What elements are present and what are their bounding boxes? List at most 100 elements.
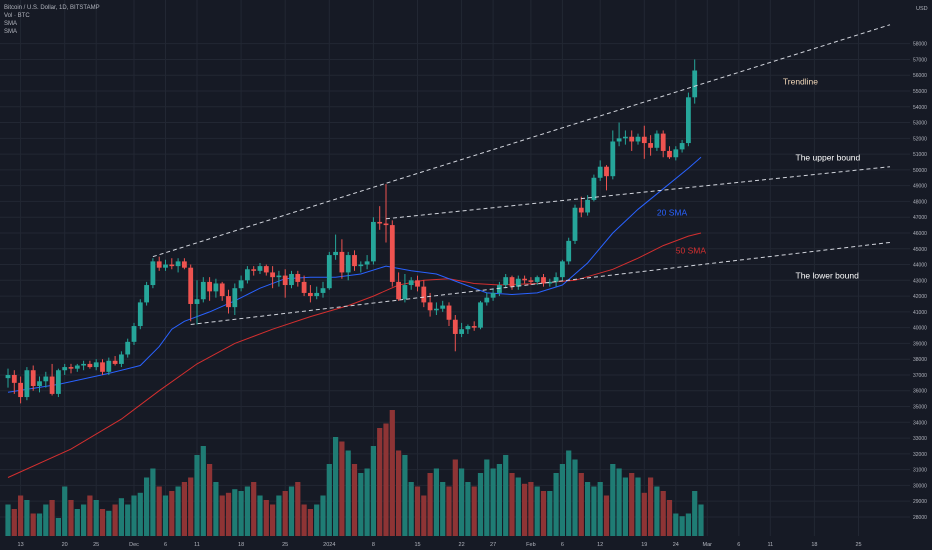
- candle-body: [471, 326, 477, 328]
- price-tick-label: 43000: [913, 278, 927, 284]
- volume-bar: [396, 450, 402, 536]
- volume-bar: [213, 482, 219, 536]
- volume-bar: [629, 473, 635, 536]
- volume-bar: [333, 437, 339, 536]
- volume-bar: [188, 477, 194, 536]
- candle-body: [553, 277, 559, 282]
- candle-body: [547, 281, 553, 284]
- volume-bar: [11, 509, 17, 536]
- volume-bar: [635, 477, 641, 536]
- volume-bar: [553, 473, 559, 536]
- candle-body: [648, 143, 653, 148]
- chart-legend: Bitcoin / U.S. Dollar, 1D, BITSTAMP Vol …: [4, 4, 100, 36]
- volume-bar: [225, 492, 232, 536]
- candle-body: [314, 292, 320, 297]
- candle-body: [459, 329, 464, 334]
- price-tick-label: 54000: [913, 105, 927, 111]
- time-tick-label: 11: [767, 542, 773, 548]
- candle-body: [396, 281, 401, 300]
- candle-body: [623, 136, 628, 139]
- volume-bar: [194, 455, 200, 536]
- candle-body: [679, 143, 685, 150]
- candle-body: [566, 240, 572, 262]
- volume-bar: [326, 464, 332, 536]
- candle-body: [24, 370, 30, 398]
- candle-body: [131, 326, 137, 342]
- candle-body: [465, 326, 471, 330]
- volume-bar: [30, 513, 36, 536]
- candle-body: [125, 341, 131, 355]
- candle-body: [257, 266, 263, 271]
- candle-body: [213, 283, 219, 292]
- candle-body: [686, 97, 691, 144]
- candle-body: [62, 367, 68, 371]
- candle-body: [389, 225, 395, 282]
- candle-body: [81, 363, 86, 366]
- volume-bar: [622, 477, 628, 536]
- price-tick-label: 55000: [913, 89, 927, 95]
- price-tick-label: 35000: [913, 405, 927, 411]
- candle-body: [163, 264, 168, 268]
- candle-body: [635, 136, 641, 142]
- candle-body: [371, 221, 376, 262]
- volume-bar: [610, 464, 616, 536]
- candle-body: [446, 305, 452, 320]
- candle-body: [144, 285, 149, 303]
- volume-bar: [244, 486, 250, 536]
- price-tick-label: 52000: [913, 136, 927, 142]
- candle-body: [484, 297, 490, 303]
- volume-bar: [666, 500, 673, 536]
- volume-bar: [62, 486, 68, 536]
- price-tick-label: 36000: [913, 389, 927, 395]
- volume-bar: [477, 473, 484, 536]
- volume-bar: [427, 473, 433, 536]
- volume-bar: [503, 455, 509, 536]
- price-tick-label: 41000: [913, 310, 927, 316]
- price-tick-label: 29000: [913, 499, 927, 505]
- legend-sma-2[interactable]: SMA: [4, 29, 18, 35]
- volume-bar: [156, 486, 162, 536]
- volume-bar: [125, 504, 131, 536]
- candle-body: [207, 281, 212, 292]
- candle-body: [137, 302, 143, 327]
- candle-body: [597, 166, 603, 178]
- volume-bar: [585, 482, 591, 536]
- time-tick-label: 25: [855, 542, 861, 548]
- grid: [0, 0, 910, 536]
- time-tick-label: 11: [194, 542, 200, 548]
- time-tick-label: 25: [282, 542, 288, 548]
- volume-bar: [18, 495, 24, 536]
- candle-body: [301, 281, 307, 293]
- candle-body: [263, 266, 269, 273]
- candle-body: [276, 275, 282, 278]
- candle-body: [497, 285, 502, 293]
- volume-bar: [263, 500, 269, 536]
- legend-volume[interactable]: Vol · BTC: [4, 13, 30, 19]
- candle-body: [377, 221, 383, 224]
- price-tick-label: 37000: [913, 373, 927, 379]
- price-tick-label: 47000: [913, 215, 927, 221]
- price-tick-label: 31000: [913, 468, 927, 474]
- price-tick-label: 33000: [913, 436, 927, 442]
- volume-bar: [181, 482, 187, 536]
- candle-body: [415, 280, 420, 287]
- candle-body: [251, 269, 257, 271]
- legend-sma-1[interactable]: SMA: [4, 21, 18, 27]
- price-tick-label: 28000: [913, 515, 927, 521]
- volume-bar: [307, 509, 313, 536]
- volume-bar: [377, 428, 383, 536]
- legend-symbol-title[interactable]: Bitcoin / U.S. Dollar, 1D, BITSTAMP: [4, 5, 100, 11]
- time-tick-label: 18: [238, 542, 244, 548]
- time-tick-label: 22: [459, 542, 465, 548]
- volume-bar: [36, 513, 43, 536]
- trend-line: [385, 166, 891, 220]
- candle-body: [578, 207, 584, 213]
- candle-body: [427, 302, 433, 311]
- price-tick-label: 48000: [913, 199, 927, 205]
- candle-body: [289, 274, 294, 286]
- time-tick-label: 18: [811, 542, 817, 548]
- volume-bar: [559, 464, 565, 536]
- volume-bar: [597, 482, 603, 536]
- volume-bars: [5, 410, 704, 536]
